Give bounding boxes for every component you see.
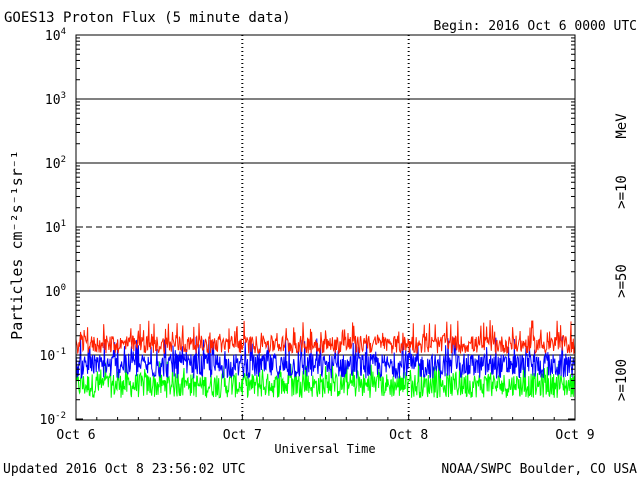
- y-tick-label: 10-2: [40, 411, 67, 428]
- legend-series-ge10: >=10: [614, 175, 630, 209]
- x-tick-label: Oct 8: [389, 428, 428, 443]
- x-tick-label: Oct 6: [56, 428, 95, 443]
- axes: [75, 34, 576, 421]
- y-tick-label: 102: [45, 155, 66, 172]
- x-tick-label: Oct 7: [223, 428, 262, 443]
- begin-date: Begin: 2016 Oct 6 0000 UTC: [434, 19, 638, 34]
- y-tick-label: 104: [45, 27, 66, 44]
- x-axis-label: Universal Time: [274, 442, 375, 456]
- legend-series-ge50: >=50: [614, 264, 630, 298]
- y-tick-label: 100: [45, 283, 66, 300]
- legend-unit-mev: MeV: [614, 113, 630, 139]
- credit-text: NOAA/SWPC Boulder, CO USA: [441, 462, 637, 477]
- series-lines: [75, 320, 576, 399]
- updated-timestamp: Updated 2016 Oct 8 23:56:02 UTC: [3, 462, 246, 477]
- y-tick-labels: 104 103 102 101 100 10-1 10-2: [40, 27, 67, 428]
- series-line-ge50: [75, 336, 576, 379]
- series-line-ge100: [75, 361, 576, 399]
- y-tick-label: 10-1: [40, 347, 67, 364]
- y-tick-label: 101: [45, 219, 66, 236]
- y-axis-label: Particles cm⁻²s⁻¹sr⁻¹: [8, 150, 26, 340]
- x-tick-label: Oct 9: [555, 428, 594, 443]
- y-tick-label: 103: [45, 91, 66, 108]
- series-line-ge10: [75, 320, 576, 355]
- chart-title: GOES13 Proton Flux (5 minute data): [4, 10, 291, 26]
- legend-series-ge100: >=100: [614, 359, 630, 401]
- x-tick-labels: Oct 6 Oct 7 Oct 8 Oct 9: [56, 428, 594, 443]
